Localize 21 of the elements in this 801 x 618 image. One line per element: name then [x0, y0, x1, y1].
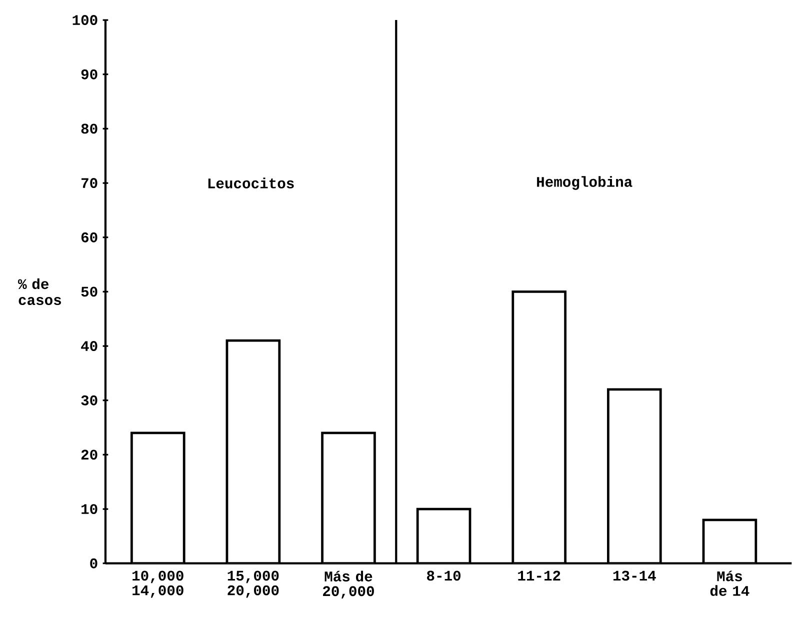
- annotation: Hemoglobina: [537, 176, 632, 190]
- y-tick-label: 30: [81, 395, 98, 406]
- y-tick-label: 80: [81, 124, 98, 134]
- y-axis-title: % de casos: [18, 278, 61, 305]
- x-tick-label: 8-10: [427, 570, 460, 581]
- y-tick-label: 40: [81, 341, 98, 351]
- x-tick-label: 13-14: [613, 570, 656, 581]
- y-tick-label: 20: [81, 450, 98, 460]
- x-tick-label: Más de 20,000: [323, 570, 374, 598]
- y-tick-label: 100: [72, 15, 98, 25]
- y-tick-label: 0: [90, 558, 98, 568]
- annotation: Leucocitos: [208, 178, 294, 188]
- y-tick-label: 90: [81, 69, 98, 80]
- y-tick-label: 60: [81, 232, 98, 242]
- y-tick-label: 10: [82, 504, 98, 514]
- y-tick-label: 70: [81, 178, 98, 188]
- x-tick-label: Más de 14: [710, 570, 750, 596]
- y-tick-label: 50: [81, 286, 98, 297]
- x-tick-label: 15,000 20,000: [228, 570, 279, 598]
- x-tick-label: 11-12: [518, 570, 560, 580]
- x-tick-label: 10,000 14,000: [132, 570, 184, 598]
